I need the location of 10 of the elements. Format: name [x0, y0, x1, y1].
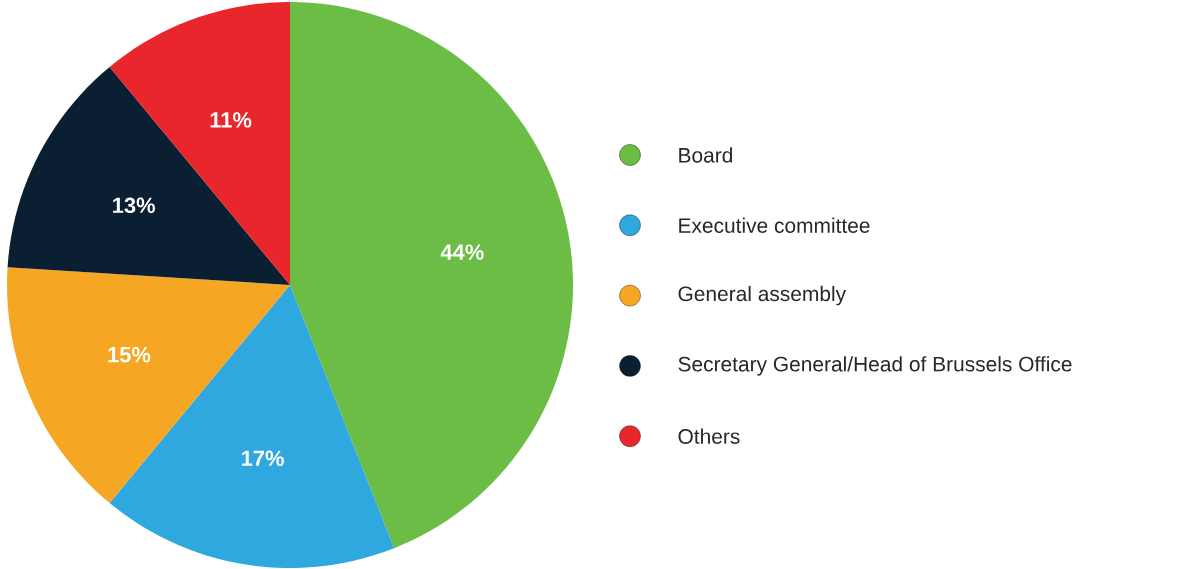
data-label: 13%	[113, 197, 155, 214]
data-label: 11%	[210, 112, 252, 128]
legend-label: Executive committee	[679, 217, 870, 233]
legend-label: Secretary General/Head of Brussels Office	[678, 356, 1072, 376]
data-label: 44%	[440, 244, 484, 260]
legend-label: General assembly	[678, 285, 847, 306]
legend-label: Others	[678, 428, 740, 444]
data-label: 17%	[241, 450, 284, 467]
data-label: 15%	[108, 346, 151, 363]
legend-label: Board	[679, 147, 732, 163]
